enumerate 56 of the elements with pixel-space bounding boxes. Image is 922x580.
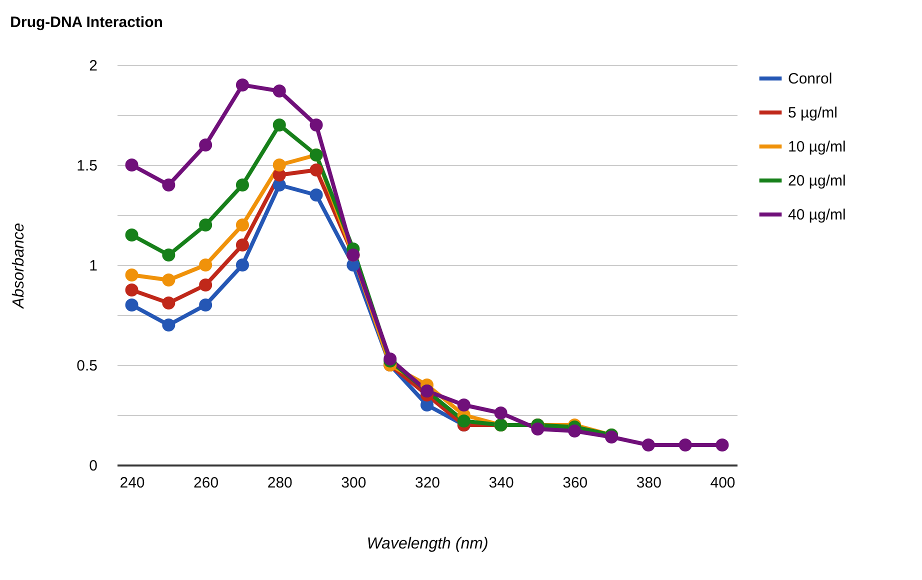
x-axis-title: Wavelength (nm) [366,536,488,552]
x-tick-label: 260 [194,474,219,492]
point [310,163,323,177]
x-tick-label: 320 [414,474,440,492]
point [272,84,286,98]
point [162,296,176,310]
point [125,298,138,312]
y-tick-label: 0.5 [76,358,98,374]
point [568,424,582,438]
y-tick-label: 0 [89,458,98,474]
legend-label: 10 µg/ml [788,138,846,156]
point [642,438,655,452]
y-axis-title: Absorbance [10,222,28,310]
point [125,268,138,282]
point [199,138,212,152]
point [236,178,249,192]
x-tick-label: 280 [267,474,292,492]
x-tick-label: 300 [341,474,366,492]
point [494,406,508,420]
legend-label: 20 µg/ml [788,172,846,190]
point [236,218,249,232]
point [457,398,470,412]
point [125,158,138,172]
point [199,258,212,272]
point [199,278,212,292]
point [162,248,176,262]
chart-title: Drug-DNA Interaction [10,14,163,31]
point [272,118,286,132]
point [199,298,212,312]
point [716,438,729,452]
point [125,283,138,297]
x-tick-label: 380 [636,474,662,492]
point [457,414,470,428]
point [310,118,323,132]
x-tick-label: 340 [488,474,514,492]
point [162,178,176,192]
point [310,188,323,202]
x-tick-label: 240 [120,474,145,492]
y-tick-label: 1 [89,258,98,274]
legend-label: 5 µg/ml [788,104,838,122]
point [678,438,692,452]
point [236,238,249,252]
point [236,78,249,92]
point [162,318,176,332]
point [531,422,544,436]
legend-label: 40 µg/ml [788,206,846,224]
x-tick-label: 360 [562,474,588,492]
point [162,273,176,287]
point [125,228,138,242]
point [272,158,286,172]
point [199,218,212,232]
y-tick-label: 1.5 [76,158,98,174]
y-tick-label: 2 [89,58,98,74]
legend-label: Conrol [788,70,832,88]
point [236,258,249,272]
x-tick-label: 400 [710,474,736,492]
